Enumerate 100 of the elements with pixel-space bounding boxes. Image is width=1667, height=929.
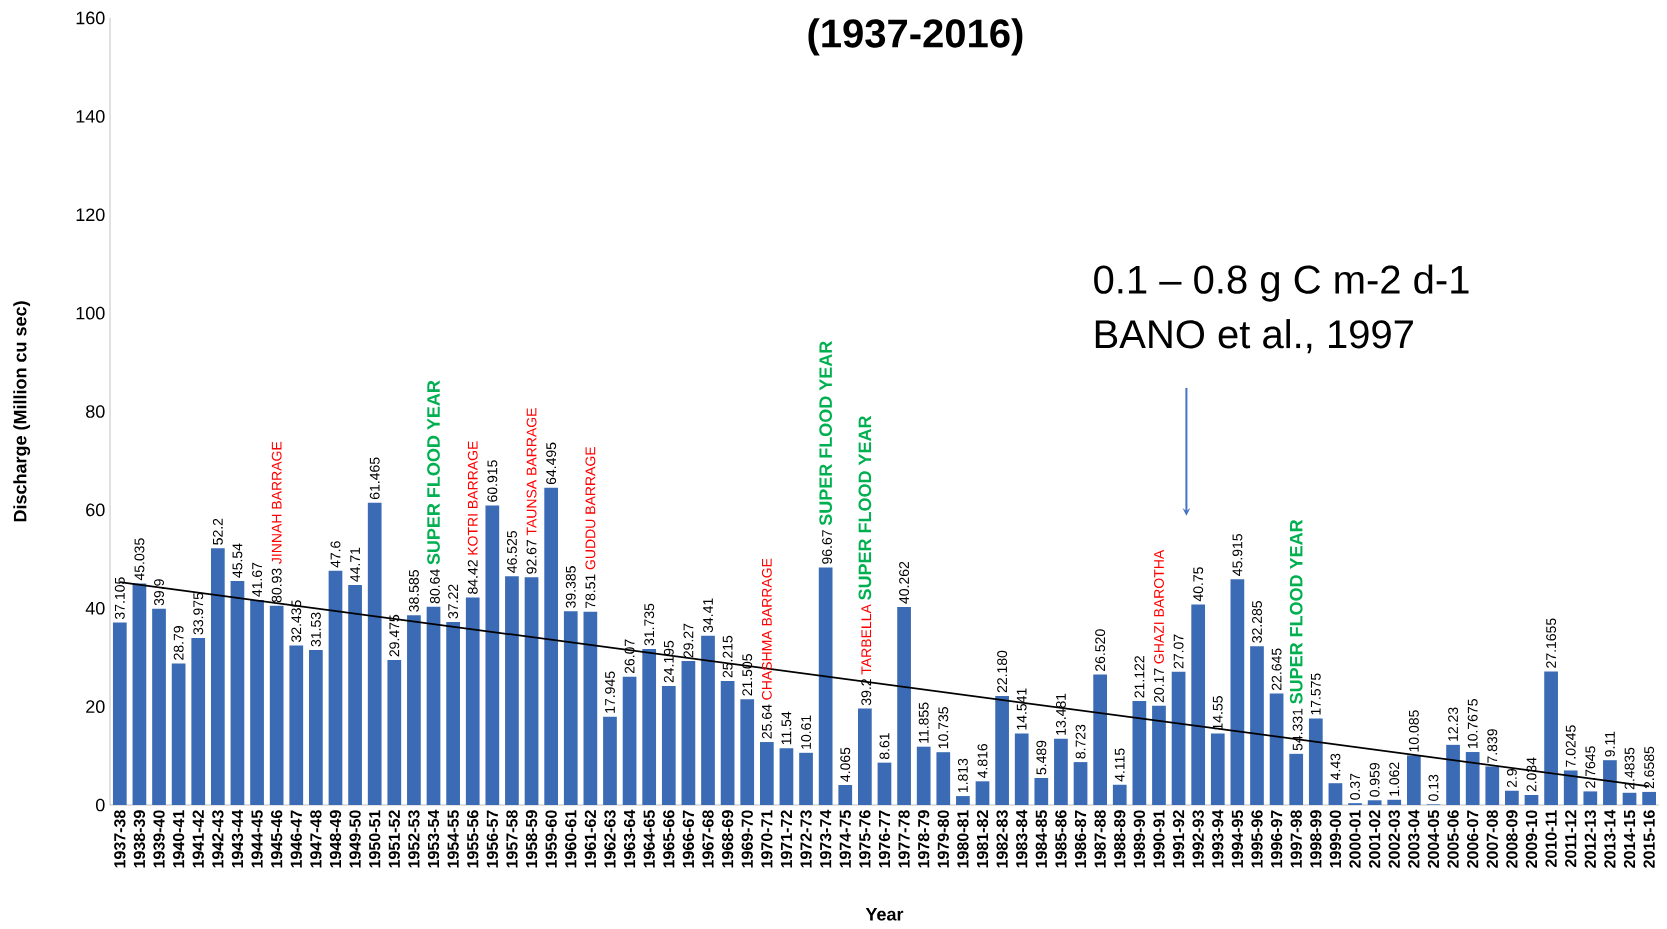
bar <box>1132 701 1147 805</box>
x-tick-label: 1943-44 <box>231 809 244 868</box>
data-label: 21.505 <box>742 654 753 696</box>
bar <box>132 583 147 805</box>
data-label: 5.489 <box>1036 740 1047 775</box>
data-label: 27.07 <box>1173 634 1184 669</box>
data-label: 37.105 <box>114 577 125 620</box>
x-tick-label: 1939-40 <box>153 810 165 868</box>
data-label: 10.735 <box>938 707 949 749</box>
bar <box>1563 770 1578 805</box>
annotation: 39.2 <box>861 679 872 706</box>
bar <box>1524 795 1539 805</box>
data-label: 34.41 <box>703 598 713 633</box>
x-tick-label: 1958-59 <box>525 810 538 868</box>
bar <box>858 708 872 805</box>
x-tick-label: 1995-96 <box>1251 810 1263 868</box>
data-label: 1.813 <box>957 758 968 793</box>
x-tick-label: 1961-62 <box>584 810 597 868</box>
bar <box>583 611 598 805</box>
x-tick-label: 1980-81 <box>957 810 969 868</box>
annotation: TARBELLA <box>861 604 872 675</box>
x-tick-label: 2014-15 <box>1623 810 1636 868</box>
annotation: GHAZI BAROTHA <box>1154 549 1164 664</box>
annotation: GUDDU BARRAGE <box>585 446 596 570</box>
bar <box>779 748 794 805</box>
x-tick-label: 1944-45 <box>251 810 263 868</box>
data-label: 1.062 <box>1389 762 1400 796</box>
data-label: 0.13 <box>1428 774 1439 801</box>
data-label: 29.475 <box>389 614 400 657</box>
bar <box>1603 760 1617 805</box>
annotation: 78.51 <box>585 574 596 609</box>
x-tick-label: 1988-89 <box>1114 810 1126 868</box>
data-label: 28.79 <box>173 626 184 660</box>
data-label: 10.7675 <box>1467 699 1478 749</box>
bar <box>407 615 421 805</box>
data-label: 4.816 <box>977 743 988 779</box>
x-tick-label: 1996-97 <box>1270 810 1283 868</box>
bar <box>818 567 833 805</box>
annotation: TAUNSA BARRAGE <box>526 408 537 536</box>
x-tick-label: 1984-85 <box>1035 810 1047 868</box>
data-label: 45.915 <box>1232 534 1243 576</box>
data-label: 10.085 <box>1408 710 1419 752</box>
data-label: 25.215 <box>722 635 733 678</box>
data-label: 11.855 <box>918 702 929 743</box>
x-tick-label: 1942-43 <box>212 810 224 868</box>
x-tick-label: 1989-90 <box>1133 810 1146 868</box>
x-tick-label: 1991-92 <box>1172 810 1185 868</box>
y-tick-label: 20 <box>86 700 105 713</box>
annotation: 80.93 <box>271 568 282 603</box>
annotation: 92.67 <box>526 540 537 574</box>
bar <box>975 781 990 805</box>
bar <box>740 699 755 805</box>
data-label: 4.065 <box>840 747 851 782</box>
x-tick-label: 1950-51 <box>369 810 381 868</box>
x-tick-label: 1978-79 <box>918 810 930 868</box>
y-tick-label: 120 <box>76 208 105 222</box>
x-tick-label: 2009-10 <box>1525 810 1538 868</box>
bar <box>250 600 264 805</box>
x-tick-label: 1976-77 <box>878 810 891 868</box>
data-label: 45.54 <box>232 543 243 578</box>
data-label: 47.6 <box>330 541 341 568</box>
bar <box>485 505 500 805</box>
x-tick-label: 2006-07 <box>1467 810 1479 868</box>
x-tick-label: 2010-11 <box>1545 810 1557 867</box>
x-tick-label: 1946-47 <box>290 810 302 868</box>
bar <box>1054 738 1068 805</box>
x-tick-label: 1969-70 <box>741 810 753 868</box>
x-tick-label: 1997-98 <box>1290 810 1302 868</box>
data-label: 11.54 <box>781 711 792 745</box>
x-tick-label: 1954-55 <box>447 810 459 868</box>
data-label: 45.035 <box>134 538 145 581</box>
data-label: 17.945 <box>605 671 615 713</box>
bar <box>1367 800 1382 805</box>
data-label: 2.4835 <box>1624 747 1635 790</box>
bar <box>191 637 206 805</box>
data-label: 60.915 <box>487 460 498 502</box>
x-tick-label: 1962-63 <box>604 810 616 868</box>
y-tick-label: 140 <box>76 110 105 123</box>
bar <box>1289 753 1304 805</box>
x-tick-label: 2002-03 <box>1388 810 1400 868</box>
x-tick-label: 1947-48 <box>310 810 322 868</box>
data-label: 44.71 <box>350 547 360 582</box>
x-tick-label: 1967-68 <box>702 810 714 868</box>
x-tick-label: 2001-02 <box>1368 810 1381 868</box>
data-label: 31.53 <box>310 612 321 647</box>
data-label: 21.122 <box>1134 656 1145 698</box>
data-label: 22.645 <box>1271 648 1282 690</box>
bar <box>1191 604 1206 805</box>
bar <box>1387 799 1402 805</box>
x-tick-label: 1975-76 <box>859 810 871 868</box>
data-label: 61.465 <box>369 457 380 500</box>
data-label: 31.735 <box>644 603 655 646</box>
x-tick-label: 1953-54 <box>427 809 440 868</box>
x-tick-label: 1972-73 <box>800 810 812 868</box>
bar <box>210 548 225 805</box>
x-tick-label: 1993-94 <box>1212 809 1224 868</box>
x-tick-label: 1941-42 <box>192 810 204 868</box>
bar <box>759 742 774 805</box>
y-tick-label: 100 <box>76 306 105 320</box>
x-tick-label: 1949-50 <box>349 810 361 868</box>
